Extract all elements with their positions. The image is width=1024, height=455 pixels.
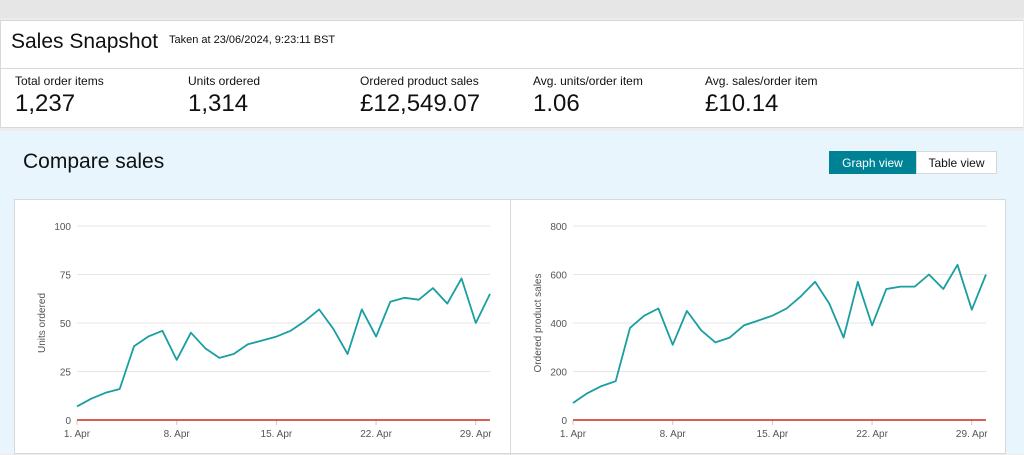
y-tick-label: 200 — [550, 368, 567, 379]
y-tick-label: 0 — [561, 416, 567, 427]
metric-value: 1,237 — [15, 90, 104, 118]
metric-label: Total order items — [15, 74, 104, 88]
x-tick-label: 1. Apr — [560, 429, 587, 440]
metric-value: 1,314 — [188, 90, 260, 118]
metric-label: Avg. units/order item — [533, 74, 643, 88]
y-tick-label: 100 — [54, 222, 71, 233]
metric-label: Units ordered — [188, 74, 260, 88]
metric-units-ordered: Units ordered 1,314 — [188, 74, 260, 118]
charts-container: 0 25 50 75 100 1. Apr 8. Apr 15. Apr 22. Apr 29. … — [14, 199, 1006, 454]
top-strip — [0, 0, 1024, 18]
x-tick-label: 8. Apr — [660, 429, 687, 440]
y-tick-label: 0 — [65, 416, 71, 427]
metric-ordered-product-sales: Ordered product sales £12,549.07 — [360, 74, 480, 118]
series-line — [573, 265, 986, 403]
graph-view-button[interactable]: Graph view — [829, 151, 916, 174]
table-view-button[interactable]: Table view — [916, 151, 997, 174]
metric-label: Ordered product sales — [360, 74, 480, 88]
y-tick-label: 50 — [60, 319, 72, 330]
snapshot-timestamp: Taken at 23/06/2024, 9:23:11 BST — [169, 34, 335, 46]
x-tick-label: 22. Apr — [360, 429, 392, 440]
x-tick-label: 8. Apr — [164, 429, 191, 440]
y-tick-label: 75 — [60, 271, 72, 282]
y-axis-label: Ordered product sales — [533, 274, 544, 373]
units-ordered-chart: 0 25 50 75 100 1. Apr 8. Apr 15. Apr 22. Apr 29. … — [15, 200, 510, 453]
metric-avg-sales-per-order-item: Avg. sales/order item £10.14 — [705, 74, 818, 118]
compare-sales-title: Compare sales — [23, 150, 164, 174]
x-tick-label: 15. Apr — [261, 429, 293, 440]
y-tick-label: 400 — [550, 319, 567, 330]
compare-sales-panel: Compare sales Graph view Table view 0 25 5… — [0, 131, 1024, 454]
x-tick-label: 29. Apr — [956, 429, 988, 440]
x-tick-label: 15. Apr — [757, 429, 789, 440]
sales-snapshot-panel: Sales Snapshot Taken at 23/06/2024, 9:23… — [0, 20, 1023, 128]
metric-value: 1.06 — [533, 90, 643, 118]
series-line — [77, 278, 490, 406]
y-tick-label: 25 — [60, 368, 72, 379]
y-tick-label: 600 — [550, 271, 567, 282]
x-tick-label: 1. Apr — [64, 429, 91, 440]
ordered-product-sales-chart: 0 200 400 600 800 1. Apr 8. Apr 15. Apr 22. Apr 2… — [511, 200, 1006, 453]
snapshot-header: Sales Snapshot Taken at 23/06/2024, 9:23… — [1, 21, 1023, 69]
metric-total-order-items: Total order items 1,237 — [15, 74, 104, 118]
snapshot-title: Sales Snapshot — [11, 30, 158, 54]
metric-value: £10.14 — [705, 90, 818, 118]
view-toggle: Graph view Table view — [829, 151, 997, 174]
metric-avg-units-per-order-item: Avg. units/order item 1.06 — [533, 74, 643, 118]
x-tick-label: 22. Apr — [856, 429, 888, 440]
y-tick-label: 800 — [550, 222, 567, 233]
metric-value: £12,549.07 — [360, 90, 480, 118]
x-tick-label: 29. Apr — [460, 429, 492, 440]
y-axis-label: Units ordered — [37, 293, 48, 353]
metric-label: Avg. sales/order item — [705, 74, 818, 88]
